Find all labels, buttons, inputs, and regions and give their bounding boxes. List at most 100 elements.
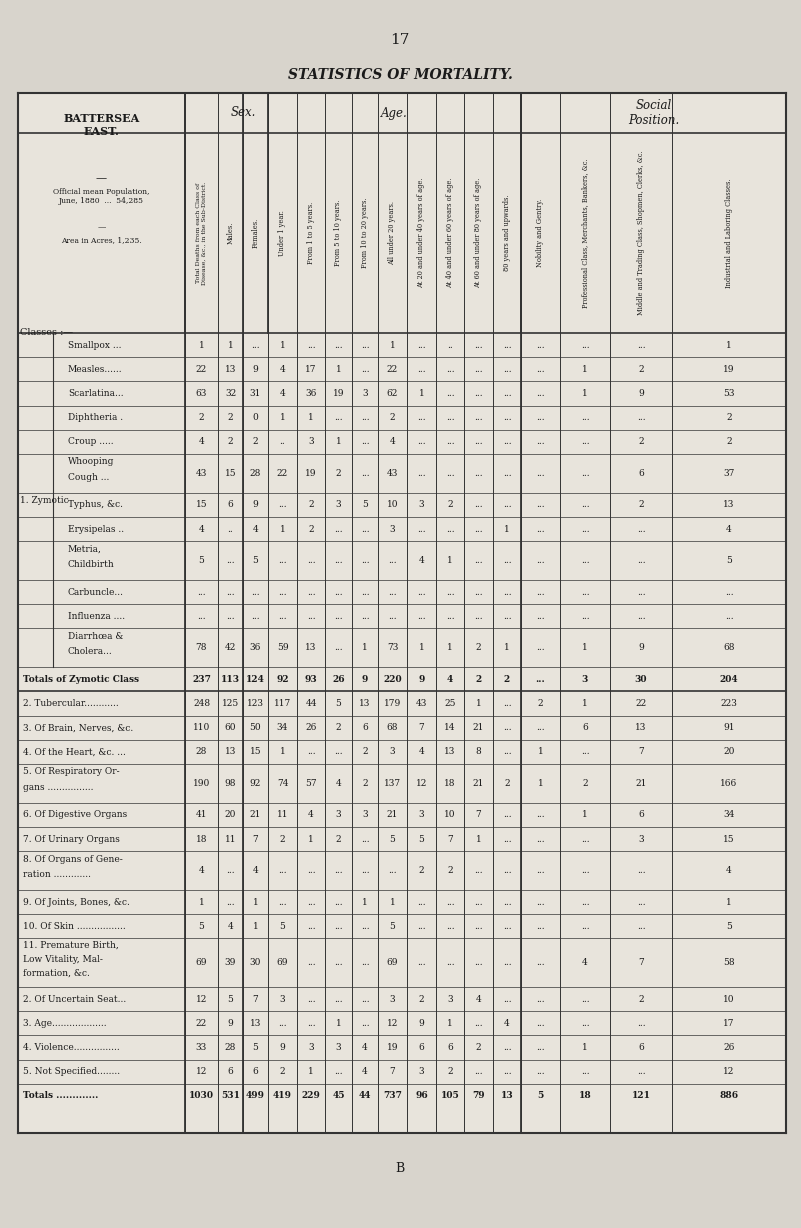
Text: 98: 98	[225, 779, 236, 788]
Text: ...: ...	[307, 898, 316, 906]
Text: ...: ...	[503, 1067, 511, 1076]
Text: ...: ...	[581, 835, 590, 844]
Text: 2: 2	[336, 835, 341, 844]
Text: ...: ...	[417, 437, 426, 447]
Text: 7. Of Urinary Organs: 7. Of Urinary Organs	[23, 835, 120, 844]
Text: 3: 3	[638, 835, 644, 844]
Text: 2: 2	[362, 779, 368, 788]
Text: 4: 4	[727, 866, 732, 876]
Text: 9: 9	[227, 1019, 233, 1028]
Text: 7: 7	[389, 1067, 396, 1076]
Text: 1: 1	[537, 748, 543, 756]
Text: ...: ...	[445, 898, 454, 906]
Text: ...: ...	[307, 588, 316, 597]
Text: 179: 179	[384, 699, 401, 709]
Text: ...: ...	[360, 365, 369, 373]
Text: 2: 2	[447, 866, 453, 876]
Text: 13: 13	[445, 748, 456, 756]
Text: ...: ...	[637, 1067, 646, 1076]
Text: ...: ...	[503, 588, 511, 597]
Text: 2: 2	[252, 437, 258, 447]
Text: ...: ...	[503, 866, 511, 876]
Text: Cough ...: Cough ...	[68, 473, 110, 481]
Text: 9: 9	[280, 1043, 285, 1052]
Text: 6: 6	[227, 1067, 233, 1076]
Text: ...: ...	[445, 922, 454, 931]
Text: 7: 7	[419, 723, 425, 732]
Text: 50: 50	[250, 723, 261, 732]
Text: ...: ...	[360, 1019, 369, 1028]
Text: 110: 110	[193, 723, 210, 732]
Text: 5. Not Specified........: 5. Not Specified........	[23, 1067, 120, 1076]
Text: 62: 62	[387, 389, 398, 398]
Text: ...: ...	[445, 524, 454, 534]
Text: 17: 17	[390, 33, 409, 47]
Text: 22: 22	[387, 365, 398, 373]
Text: ...: ...	[536, 1043, 545, 1052]
Text: ...: ...	[445, 414, 454, 422]
Text: ...: ...	[581, 588, 590, 597]
Text: 4: 4	[199, 524, 204, 534]
Text: 2: 2	[638, 365, 644, 373]
Text: Diarrhœa &: Diarrhœa &	[68, 631, 123, 641]
Text: 33: 33	[196, 1043, 207, 1052]
Text: 1: 1	[280, 414, 285, 422]
Text: 58: 58	[723, 958, 735, 968]
Text: 248: 248	[193, 699, 210, 709]
Text: ...: ...	[360, 612, 369, 621]
Text: Whooping: Whooping	[68, 457, 115, 467]
Text: ...: ...	[474, 524, 483, 534]
Text: ...: ...	[474, 365, 483, 373]
Text: 21: 21	[635, 779, 646, 788]
Text: 7: 7	[638, 748, 644, 756]
Text: ...: ...	[360, 588, 369, 597]
Text: 2: 2	[638, 437, 644, 447]
Text: ...: ...	[417, 469, 426, 478]
Text: 2. Of Uncertain Seat...: 2. Of Uncertain Seat...	[23, 995, 127, 1003]
Text: Childbirth: Childbirth	[68, 560, 115, 569]
Text: 3: 3	[336, 810, 341, 819]
Text: 12: 12	[195, 995, 207, 1003]
Text: Cholera...: Cholera...	[68, 647, 113, 656]
Text: 2: 2	[476, 643, 481, 652]
Text: ...: ...	[581, 1019, 590, 1028]
Text: 26: 26	[723, 1043, 735, 1052]
Text: All under 20 years.: All under 20 years.	[388, 201, 396, 265]
Text: 7: 7	[638, 958, 644, 968]
Text: 22: 22	[196, 365, 207, 373]
Text: ...: ...	[334, 866, 343, 876]
Text: 113: 113	[221, 675, 240, 684]
Text: 15: 15	[723, 835, 735, 844]
Text: 6. Of Digestive Organs: 6. Of Digestive Organs	[23, 810, 127, 819]
Text: At 20 and under 40 years of age.: At 20 and under 40 years of age.	[417, 178, 425, 289]
Text: ...: ...	[536, 365, 545, 373]
Text: 3: 3	[362, 389, 368, 398]
Text: ...: ...	[474, 1067, 483, 1076]
Text: 166: 166	[720, 779, 738, 788]
Text: 80 years and upwards.: 80 years and upwards.	[503, 195, 511, 271]
Text: 30: 30	[634, 675, 647, 684]
Text: 5. Of Respiratory Or-: 5. Of Respiratory Or-	[23, 768, 119, 776]
Text: ...: ...	[536, 643, 545, 652]
Text: ...: ...	[503, 469, 511, 478]
Text: ..: ..	[227, 524, 233, 534]
Text: Erysipelas ..: Erysipelas ..	[68, 524, 124, 534]
Text: 1: 1	[389, 340, 396, 350]
Text: 12: 12	[387, 1019, 398, 1028]
Text: ...: ...	[536, 866, 545, 876]
Text: Males.: Males.	[227, 222, 235, 244]
Text: 3: 3	[280, 995, 285, 1003]
Text: 3: 3	[390, 995, 396, 1003]
Text: ...: ...	[474, 340, 483, 350]
Text: ...: ...	[474, 389, 483, 398]
Text: 43: 43	[416, 699, 427, 709]
Text: 4: 4	[308, 810, 314, 819]
Text: 3: 3	[419, 810, 425, 819]
Text: ...: ...	[474, 501, 483, 510]
Text: 60: 60	[225, 723, 236, 732]
Text: 1: 1	[308, 414, 314, 422]
Text: ...: ...	[388, 556, 396, 565]
Text: 4: 4	[199, 866, 204, 876]
Text: 34: 34	[277, 723, 288, 732]
Text: ...: ...	[581, 898, 590, 906]
